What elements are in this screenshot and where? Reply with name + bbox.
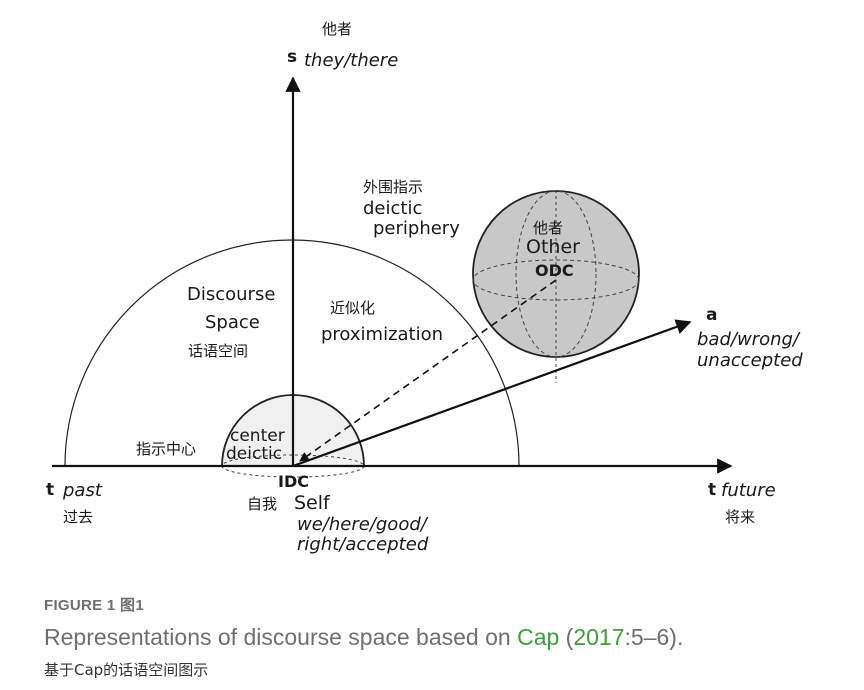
periphery-line1: deictic <box>363 198 422 219</box>
idc-self: Self <box>294 492 331 514</box>
idc-label: IDC <box>278 472 309 491</box>
deictic-center-line2: deictic <box>226 444 282 464</box>
t-axis-left-label: past <box>62 480 103 501</box>
cap-citation-link[interactable]: Cap <box>517 624 560 650</box>
odc-sphere-equator <box>472 259 640 301</box>
s-axis-label: they/there <box>304 50 398 71</box>
year-citation-link[interactable]: 2017 <box>573 624 625 650</box>
idc-cn: 自我 <box>247 495 277 513</box>
s-axis-letter: s <box>287 47 297 67</box>
figure-title-text: Representations of discourse space based… <box>44 624 518 650</box>
a-axis-line1: bad/wrong/ <box>697 329 801 350</box>
a-axis <box>292 319 692 468</box>
odc-label: ODC <box>535 261 574 280</box>
a-axis-letter: a <box>706 305 717 325</box>
t-axis-left-cn: 过去 <box>63 508 93 526</box>
proximization-en: proximization <box>321 324 443 345</box>
discourse-space-line1: Discourse <box>187 284 275 305</box>
idc-sub-line1: we/here/good/ <box>297 514 429 535</box>
figure-title-pages: :5–6). <box>624 624 684 650</box>
idc-sub-line2: right/accepted <box>297 534 429 555</box>
periphery-line2: periphery <box>373 218 460 239</box>
odc-other: Other <box>526 236 580 258</box>
odc-cn: 他者 <box>533 219 563 237</box>
proximization-arrow <box>299 279 557 462</box>
periphery-cn: 外围指示 <box>363 178 423 196</box>
deictic-center-cn: 指示中心 <box>136 440 196 458</box>
t-axis-right-cn: 将来 <box>725 508 755 526</box>
s-axis-cn: 他者 <box>322 20 352 38</box>
proximization-cn: 近似化 <box>330 299 375 317</box>
a-axis-line2: unaccepted <box>697 350 803 371</box>
t-axis-right-label: future <box>721 480 776 501</box>
discourse-space-cn: 话语空间 <box>188 342 248 360</box>
discourse-space-line2: Space <box>205 312 260 333</box>
figure-title: Representations of discourse space based… <box>44 624 683 651</box>
odc-sphere-meridian <box>515 190 597 358</box>
figure-label: FIGURE 1 图1 <box>44 597 144 614</box>
discourse-space-diagram: 他者 s they/there 外围指示 deictic periphery 他… <box>46 20 803 555</box>
t-axis-left-letter: t <box>46 480 54 500</box>
figure-subtitle: 基于Cap的话语空间图示 <box>44 661 209 679</box>
deictic-center-line1: center <box>230 426 285 446</box>
t-axis-right-letter: t <box>708 480 716 500</box>
figure-title-paren: ( <box>559 624 574 650</box>
